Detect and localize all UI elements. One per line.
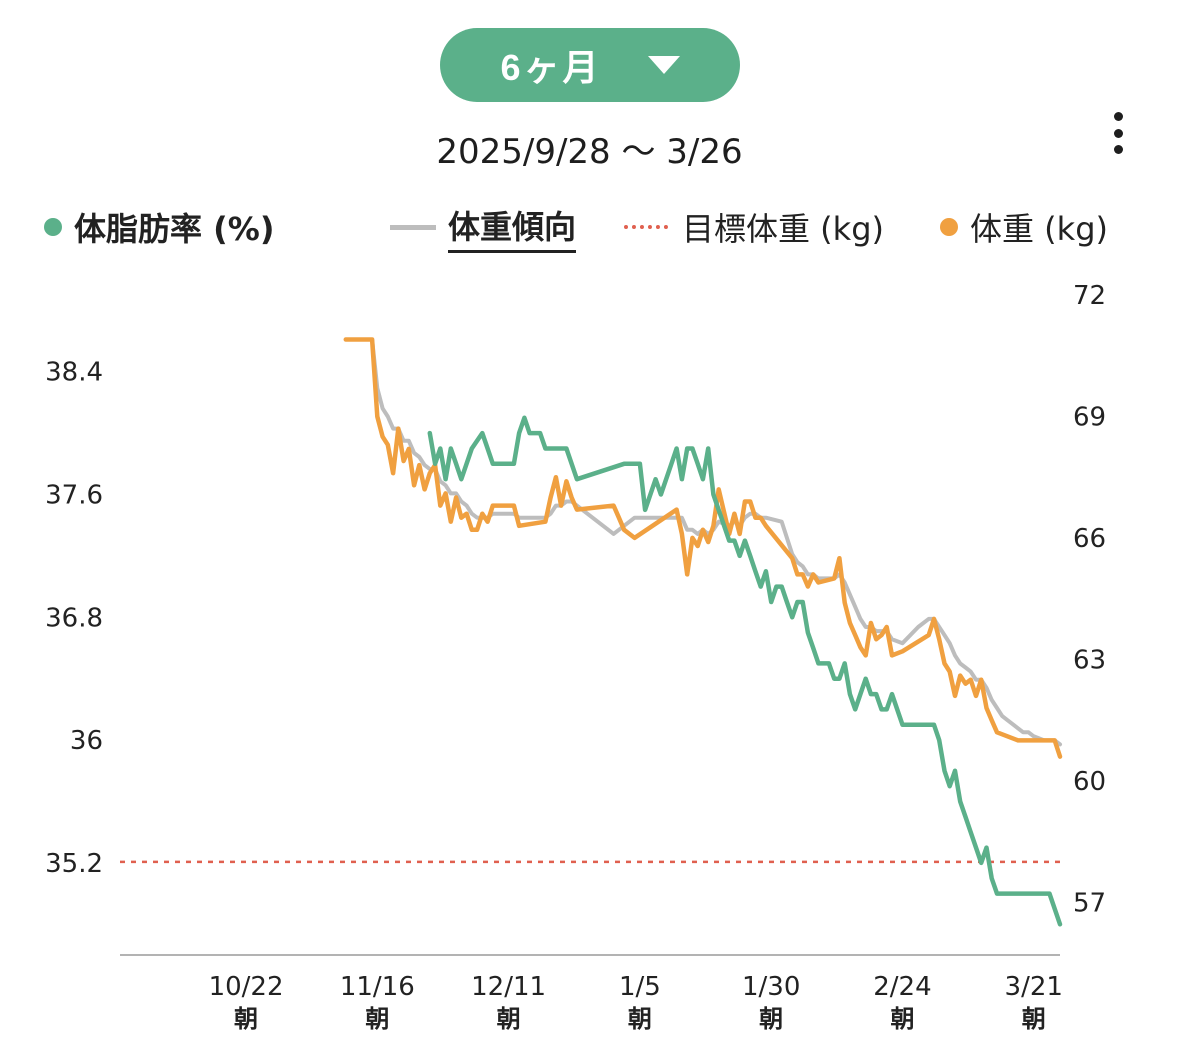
weight-line — [343, 337, 1063, 759]
legend-weight-label: 体重 (kg) — [970, 210, 1108, 248]
y-right-tick-label: 72 — [1073, 281, 1106, 311]
y-left-tick-label: 38.4 — [45, 358, 103, 388]
more-vertical-icon[interactable] — [1100, 108, 1136, 158]
period-selector-button[interactable]: 6ヶ月 — [440, 28, 740, 102]
x-tick-label: 10/22 — [209, 972, 284, 1002]
body-fat-line — [427, 415, 1063, 927]
x-tick-label: 11/16 — [340, 972, 415, 1002]
y-left-tick-label: 37.6 — [45, 481, 103, 511]
x-tick-label: 12/11 — [471, 972, 546, 1002]
orange-dot-icon — [940, 218, 958, 236]
legend-weight[interactable]: 体重 (kg) — [940, 205, 1108, 249]
y-right-tick-label: 66 — [1073, 524, 1106, 554]
y-left-tick-label: 35.2 — [45, 849, 103, 879]
y-left-tick-label: 36 — [70, 726, 103, 756]
legend-target-weight-label: 目標体重 (kg) — [682, 210, 884, 248]
red-dotted-line-icon — [624, 225, 668, 229]
x-tick-label: 1/30 — [742, 972, 800, 1002]
x-tick-sublabel: 朝 — [497, 1005, 521, 1033]
x-tick-sublabel: 朝 — [890, 1005, 914, 1033]
gray-line-icon — [390, 224, 436, 230]
x-tick-sublabel: 朝 — [365, 1005, 389, 1033]
x-tick-sublabel: 朝 — [759, 1005, 783, 1033]
legend-body-fat-label: 体脂肪率 (%) — [74, 210, 275, 248]
legend-weight-trend-label: 体重傾向 — [448, 202, 577, 253]
legend-weight-trend[interactable]: 体重傾向 — [390, 205, 577, 253]
y-right-tick-label: 63 — [1073, 645, 1106, 675]
x-tick-sublabel: 朝 — [628, 1005, 652, 1033]
y-right-tick-label: 60 — [1073, 767, 1106, 797]
x-tick-sublabel: 朝 — [234, 1005, 258, 1033]
caret-down-icon — [647, 56, 680, 74]
y-right-tick-label: 69 — [1073, 402, 1106, 432]
date-range: 2025/9/28 〜 3/26 — [436, 132, 743, 172]
weight-chart: 38.4 37.6 36.8 36 35.2 72 69 66 63 60 57 10/22 朝 11/1… — [45, 281, 1106, 1033]
x-tick-label: 3/21 — [1005, 972, 1063, 1002]
green-dot-icon — [44, 218, 62, 236]
x-tick-sublabel: 朝 — [1022, 1005, 1046, 1033]
y-right-tick-label: 57 — [1073, 888, 1106, 918]
legend-body-fat[interactable]: 体脂肪率 (%) — [44, 205, 274, 249]
x-tick-label: 2/24 — [873, 972, 931, 1002]
x-tick-label: 1/5 — [619, 972, 661, 1002]
y-left-tick-label: 36.8 — [45, 603, 103, 633]
legend-target-weight[interactable]: 目標体重 (kg) — [624, 205, 884, 249]
period-label: 6ヶ月 — [500, 47, 602, 88]
